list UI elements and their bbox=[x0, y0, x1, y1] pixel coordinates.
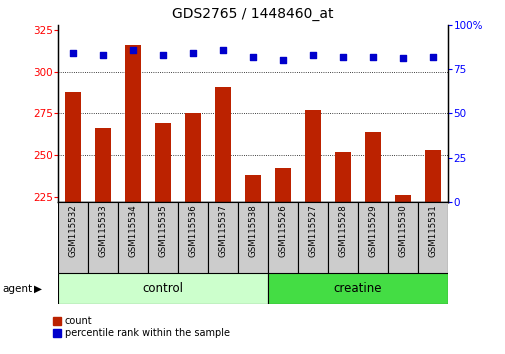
Point bbox=[398, 56, 406, 61]
Text: GSM115537: GSM115537 bbox=[218, 204, 227, 257]
Bar bbox=[424, 150, 440, 354]
Point bbox=[368, 54, 376, 59]
Point bbox=[189, 50, 197, 56]
Point bbox=[278, 57, 286, 63]
Bar bbox=[327, 202, 357, 273]
Point bbox=[428, 54, 436, 59]
Bar bbox=[268, 202, 297, 273]
Bar bbox=[237, 202, 268, 273]
Text: GSM115528: GSM115528 bbox=[338, 204, 347, 257]
Bar bbox=[364, 132, 380, 354]
Bar bbox=[304, 110, 321, 354]
Text: control: control bbox=[142, 282, 183, 295]
Bar bbox=[95, 128, 111, 354]
Bar bbox=[214, 87, 231, 354]
Text: agent: agent bbox=[3, 284, 33, 293]
Text: GSM115527: GSM115527 bbox=[308, 204, 317, 257]
Text: creatine: creatine bbox=[333, 282, 381, 295]
Point bbox=[69, 50, 77, 56]
Point bbox=[248, 54, 257, 59]
Bar bbox=[417, 202, 447, 273]
Point bbox=[99, 52, 107, 58]
Bar bbox=[274, 169, 291, 354]
Bar bbox=[334, 152, 350, 354]
Point bbox=[338, 54, 346, 59]
Text: GSM115534: GSM115534 bbox=[128, 204, 137, 257]
Text: GSM115538: GSM115538 bbox=[248, 204, 257, 257]
Text: GSM115526: GSM115526 bbox=[278, 204, 287, 257]
Bar bbox=[178, 202, 208, 273]
Bar bbox=[118, 202, 148, 273]
Bar bbox=[357, 202, 387, 273]
Bar bbox=[58, 202, 88, 273]
Bar bbox=[297, 202, 327, 273]
Text: GSM115536: GSM115536 bbox=[188, 204, 197, 257]
Bar bbox=[88, 202, 118, 273]
Bar bbox=[148, 202, 178, 273]
Text: GSM115531: GSM115531 bbox=[427, 204, 436, 257]
Point bbox=[308, 52, 316, 58]
Bar bbox=[387, 202, 417, 273]
Bar bbox=[125, 45, 141, 354]
Bar bbox=[184, 113, 201, 354]
Bar bbox=[268, 273, 447, 304]
Text: GSM115535: GSM115535 bbox=[158, 204, 167, 257]
Bar bbox=[394, 195, 410, 354]
Bar bbox=[208, 202, 237, 273]
Text: GSM115530: GSM115530 bbox=[397, 204, 407, 257]
Bar bbox=[58, 273, 268, 304]
Bar bbox=[244, 175, 261, 354]
Text: GDS2765 / 1448460_at: GDS2765 / 1448460_at bbox=[172, 7, 333, 21]
Bar bbox=[155, 123, 171, 354]
Point bbox=[219, 47, 227, 52]
Text: GSM115529: GSM115529 bbox=[368, 204, 377, 257]
Bar bbox=[65, 92, 81, 354]
Text: GSM115533: GSM115533 bbox=[98, 204, 108, 257]
Point bbox=[129, 47, 137, 52]
Text: ▶: ▶ bbox=[34, 284, 42, 293]
Legend: count, percentile rank within the sample: count, percentile rank within the sample bbox=[53, 316, 229, 338]
Text: GSM115532: GSM115532 bbox=[69, 204, 78, 257]
Point bbox=[159, 52, 167, 58]
